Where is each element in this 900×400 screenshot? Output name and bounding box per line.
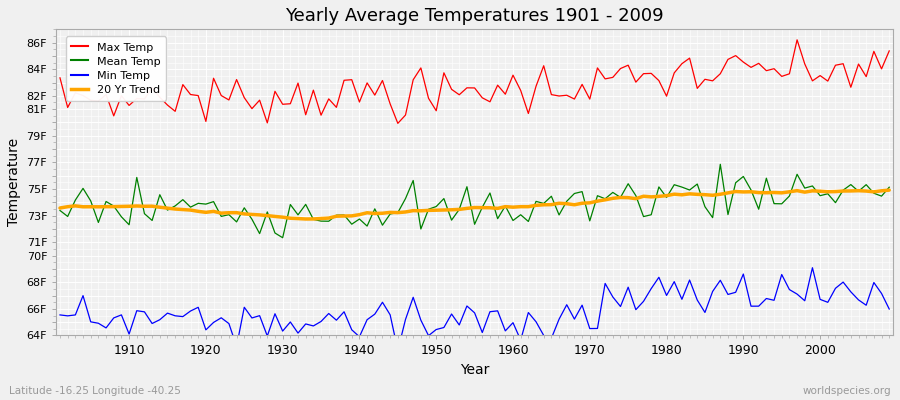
- Y-axis label: Temperature: Temperature: [7, 138, 21, 226]
- X-axis label: Year: Year: [460, 363, 490, 377]
- Legend: Max Temp, Mean Temp, Min Temp, 20 Yr Trend: Max Temp, Mean Temp, Min Temp, 20 Yr Tre…: [66, 36, 166, 100]
- Text: worldspecies.org: worldspecies.org: [803, 386, 891, 396]
- Text: Latitude -16.25 Longitude -40.25: Latitude -16.25 Longitude -40.25: [9, 386, 181, 396]
- Title: Yearly Average Temperatures 1901 - 2009: Yearly Average Temperatures 1901 - 2009: [285, 7, 664, 25]
